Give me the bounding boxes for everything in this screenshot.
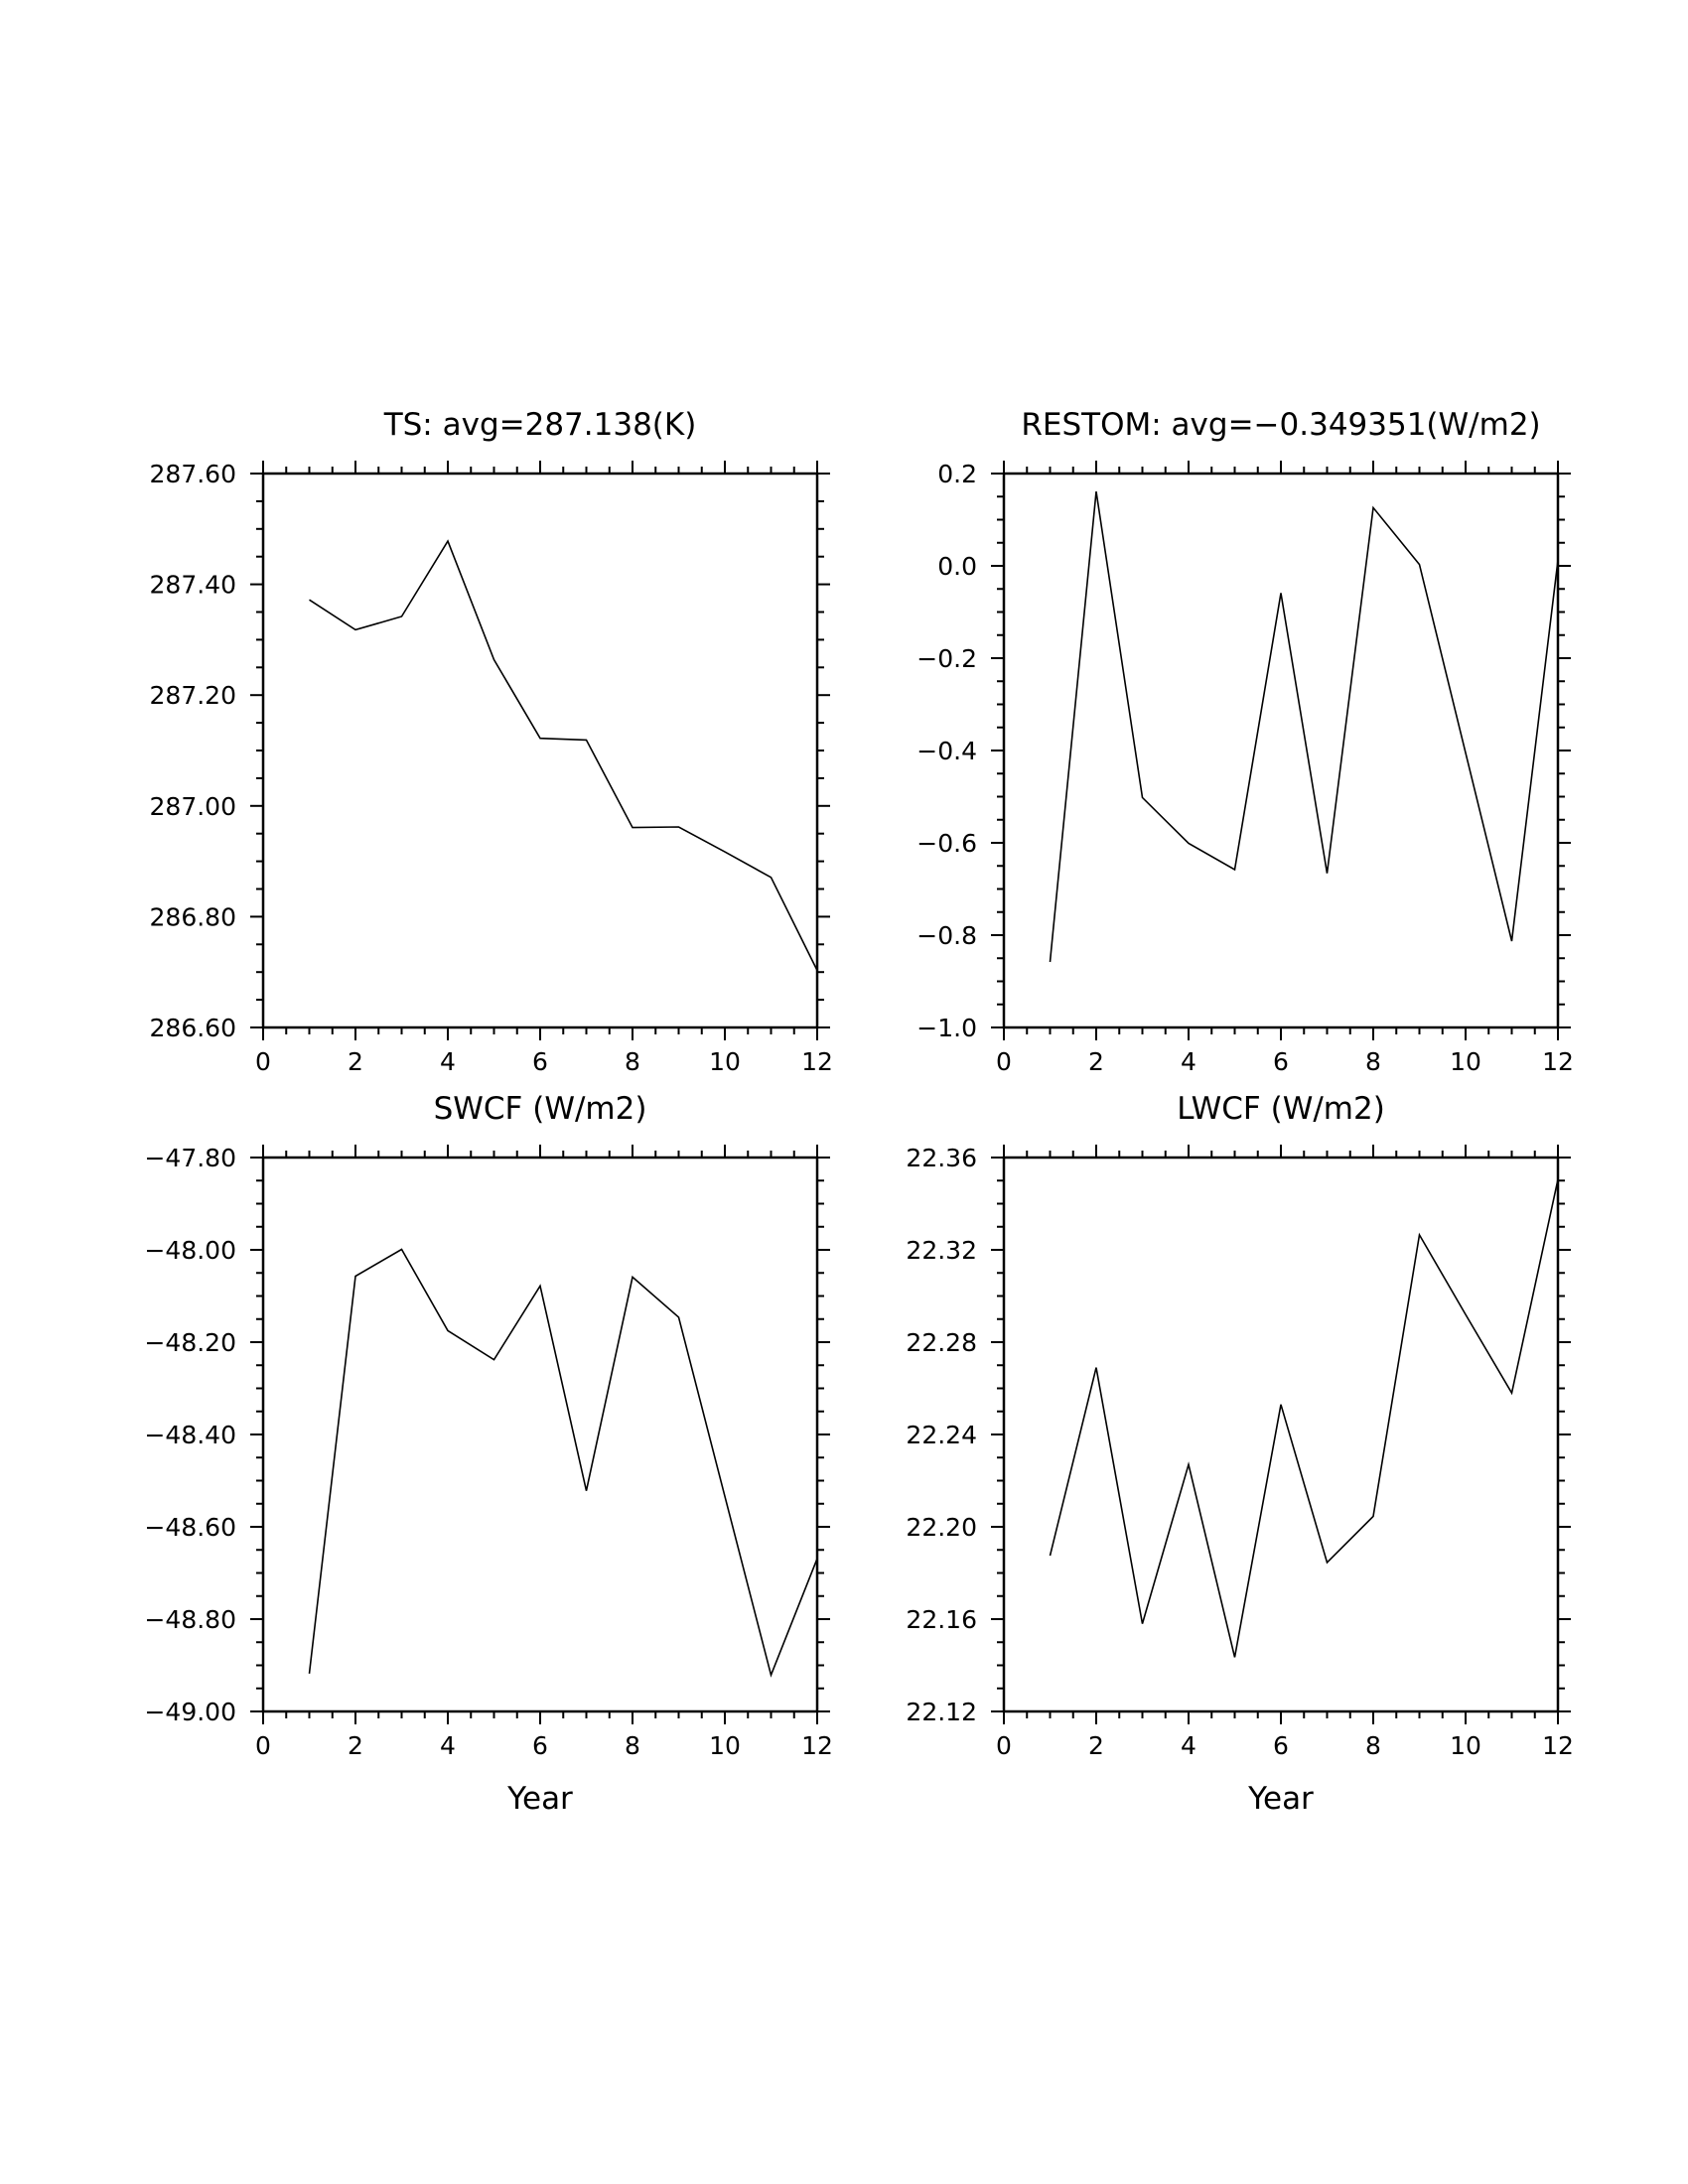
x-axis-label: Year bbox=[1247, 1781, 1314, 1817]
x-tick-label: 0 bbox=[996, 1731, 1012, 1760]
y-tick-label: −1.0 bbox=[916, 1014, 977, 1042]
x-tick-label: 4 bbox=[1181, 1731, 1196, 1760]
x-tick-label: 10 bbox=[1450, 1047, 1481, 1076]
chart-title: LWCF (W/m2) bbox=[1177, 1091, 1385, 1127]
x-tick-label: 6 bbox=[1273, 1731, 1289, 1760]
panel-restom: 0 2 4 6 8 10 12 −1.0 −0.8 −0.6 −0.4 −0.2 0.0 0.2 RESTO… bbox=[916, 407, 1574, 1076]
y-tick-label: −48.80 bbox=[144, 1605, 236, 1634]
x-tick-label: 6 bbox=[532, 1731, 548, 1760]
panel-ts: 0 2 4 6 8 10 12 286.60 286.80 287.00 287.20 287.40 2… bbox=[150, 407, 833, 1076]
chart-title: RESTOM: avg=−0.349351(W/m2) bbox=[1021, 407, 1540, 443]
x-tick-label: 2 bbox=[1088, 1047, 1104, 1076]
series-line-ts bbox=[309, 539, 818, 971]
y-tick-label: 287.60 bbox=[150, 460, 236, 488]
y-tick-label: −48.20 bbox=[144, 1328, 236, 1357]
y-tick-label: 22.28 bbox=[906, 1328, 977, 1357]
chart-title: SWCF (W/m2) bbox=[434, 1091, 647, 1127]
y-tick-label: −48.60 bbox=[144, 1513, 236, 1542]
x-tick-label: 12 bbox=[1542, 1731, 1574, 1760]
chart-title: TS: avg=287.138(K) bbox=[383, 407, 697, 443]
x-tick-label: 2 bbox=[348, 1047, 363, 1076]
x-tick-label: 10 bbox=[709, 1731, 741, 1760]
x-tick-label: 0 bbox=[255, 1731, 271, 1760]
x-tick-label: 8 bbox=[1365, 1047, 1381, 1076]
x-tick-label: 4 bbox=[1181, 1047, 1196, 1076]
y-tick-label: 286.60 bbox=[150, 1014, 236, 1042]
x-tick-label: 8 bbox=[625, 1731, 640, 1760]
y-tick-label: 22.20 bbox=[906, 1513, 977, 1542]
x-tick-label: 4 bbox=[440, 1731, 456, 1760]
x-tick-label: 12 bbox=[1542, 1047, 1574, 1076]
x-tick-label: 2 bbox=[348, 1731, 363, 1760]
panel-swcf: 0 2 4 6 8 10 12 −49.00 −48.80 −48.60 −48.40 −48.20 −… bbox=[144, 1091, 832, 1817]
plot-frame-restom bbox=[1002, 472, 1560, 1029]
x-tick-label: 6 bbox=[1273, 1047, 1289, 1076]
panel-lwcf: 0 2 4 6 8 10 12 22.12 22.16 22.20 22.24 22.28 22.32 2… bbox=[906, 1091, 1573, 1817]
x-tick-label: 0 bbox=[996, 1047, 1012, 1076]
y-tick-label: −47.80 bbox=[144, 1144, 236, 1172]
y-tick-label: −0.6 bbox=[916, 829, 977, 858]
x-tick-label: 8 bbox=[625, 1047, 640, 1076]
x-tick-label: 12 bbox=[801, 1047, 833, 1076]
plot-frame-ts bbox=[261, 472, 819, 1029]
y-tick-label: 287.20 bbox=[150, 681, 236, 710]
y-tick-label: 0.0 bbox=[937, 552, 977, 581]
y-tick-label: 287.40 bbox=[150, 571, 236, 600]
x-tick-label: 2 bbox=[1088, 1731, 1104, 1760]
x-axis-label: Year bbox=[506, 1781, 573, 1817]
plot-frame-lwcf bbox=[1002, 1156, 1560, 1713]
y-tick-label: 22.36 bbox=[906, 1144, 977, 1172]
series-line-restom bbox=[1049, 490, 1559, 963]
y-tick-label: −0.2 bbox=[916, 644, 977, 673]
y-tick-label: 286.80 bbox=[150, 902, 236, 931]
y-tick-label: −0.4 bbox=[916, 737, 977, 765]
y-tick-label: −49.00 bbox=[144, 1698, 236, 1726]
y-tick-label: 0.2 bbox=[937, 460, 977, 488]
y-tick-label: 22.16 bbox=[906, 1605, 977, 1634]
x-tick-label: 0 bbox=[255, 1047, 271, 1076]
plot-frame-swcf bbox=[261, 1156, 819, 1713]
series-line-lwcf bbox=[1049, 1178, 1559, 1658]
y-tick-label: 22.24 bbox=[906, 1421, 977, 1449]
y-tick-label: 22.12 bbox=[906, 1698, 977, 1726]
x-tick-label: 12 bbox=[801, 1731, 833, 1760]
x-tick-label: 10 bbox=[1450, 1731, 1481, 1760]
x-tick-label: 8 bbox=[1365, 1731, 1381, 1760]
y-tick-label: −48.00 bbox=[144, 1236, 236, 1265]
y-tick-label: 287.00 bbox=[150, 792, 236, 821]
y-tick-label: −48.40 bbox=[144, 1421, 236, 1449]
series-line-swcf bbox=[308, 1248, 818, 1678]
y-tick-label: 22.32 bbox=[906, 1236, 977, 1265]
x-tick-label: 10 bbox=[709, 1047, 741, 1076]
x-tick-label: 4 bbox=[440, 1047, 456, 1076]
y-tick-label: −0.8 bbox=[916, 921, 977, 950]
x-tick-label: 6 bbox=[532, 1047, 548, 1076]
